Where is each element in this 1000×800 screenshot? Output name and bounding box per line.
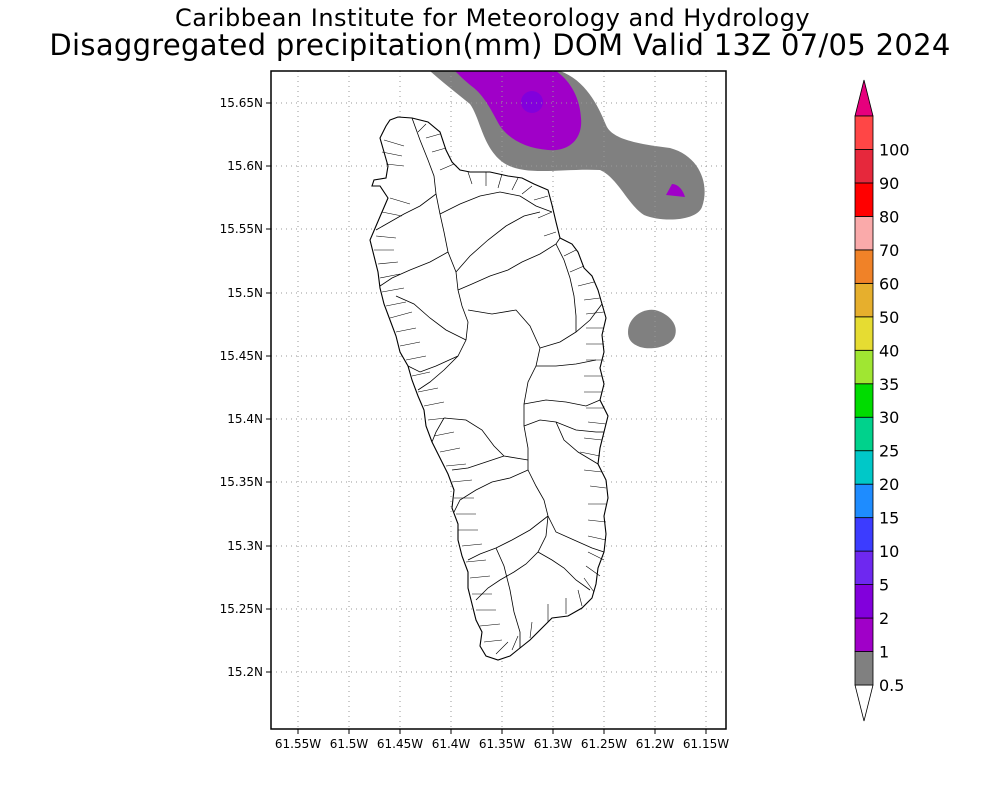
colorbar-label: 70	[879, 241, 899, 260]
lon-label: 61.55W	[275, 737, 321, 751]
lon-label: 61.5W	[330, 737, 369, 751]
colorbar-label: 2	[879, 609, 889, 628]
precip-region-purple-north	[455, 71, 582, 151]
colorbar-swatch	[854, 249, 874, 284]
colorbar-label: 40	[879, 341, 899, 360]
colorbar-swatch	[854, 349, 874, 385]
lat-label: 15.25N	[220, 602, 263, 616]
lon-label: 61.45W	[377, 737, 423, 751]
colorbar-label: 1	[879, 643, 889, 662]
lat-label: 15.45N	[220, 349, 263, 363]
colorbar-swatch	[854, 316, 874, 351]
colorbar-swatch	[854, 584, 874, 619]
colorbar-label: 10	[879, 542, 899, 561]
colorbar-label: 5	[879, 576, 889, 595]
lon-label: 61.25W	[581, 737, 627, 751]
colorbar-label: 90	[879, 174, 899, 193]
longitude-labels: 61.55W 61.5W 61.45W 61.4W 61.35W 61.3W 6…	[275, 737, 729, 751]
colorbar-swatch	[854, 416, 874, 452]
colorbar-swatch	[854, 115, 874, 150]
colorbar-label: 50	[879, 308, 899, 327]
colorbar-swatch	[854, 282, 874, 318]
colorbar-swatch	[854, 383, 874, 418]
colorbar-label: 15	[879, 509, 899, 528]
lat-label: 15.35N	[220, 475, 263, 489]
colorbar-label: 25	[879, 442, 899, 461]
colorbar-swatch	[854, 550, 874, 585]
colorbar-label: 0.5	[879, 676, 904, 695]
watershed-lines	[375, 117, 605, 648]
colorbar-swatch	[854, 182, 874, 217]
product-title: Disaggregated precipitation(mm) DOM Vali…	[49, 28, 951, 62]
colorbar-label: 80	[879, 207, 899, 226]
colorbar-label: 30	[879, 408, 899, 427]
precip-region-purple-east	[666, 184, 685, 197]
island-outline	[369, 116, 609, 661]
latitude-labels: 15.65N 15.6N 15.55N 15.5N 15.45N 15.4N 1…	[220, 96, 263, 679]
colorbar-swatch	[854, 450, 874, 485]
axis-tick-marks	[266, 102, 707, 734]
lon-label: 61.4W	[432, 737, 471, 751]
colorbar-swatch	[854, 617, 874, 652]
lat-label: 15.55N	[220, 222, 263, 236]
lat-label: 15.2N	[227, 665, 263, 679]
precip-region-gray-east	[628, 309, 676, 349]
precip-region-violet-spot	[521, 91, 543, 113]
colorbar-label: 60	[879, 274, 899, 293]
lon-label: 61.3W	[534, 737, 573, 751]
coastal-streams	[374, 123, 607, 655]
colorbar-swatch	[854, 483, 874, 519]
colorbar-bottom-arrow	[854, 684, 874, 722]
lon-label: 61.2W	[636, 737, 675, 751]
institution-title: Caribbean Institute for Meteorology and …	[174, 4, 811, 32]
colorbar-swatch	[854, 651, 874, 686]
colorbar-swatch	[854, 517, 874, 552]
colorbar-top-arrow	[854, 79, 874, 117]
lon-label: 61.15W	[683, 737, 729, 751]
lat-label: 15.5N	[227, 286, 263, 300]
lat-label: 15.6N	[227, 159, 263, 173]
colorbar-label: 100	[879, 140, 910, 159]
map-grid	[271, 71, 726, 729]
map-border	[270, 70, 727, 730]
colorbar-swatch	[854, 216, 874, 251]
colorbar-swatch	[854, 149, 874, 184]
lat-label: 15.65N	[220, 96, 263, 110]
map-content	[271, 71, 726, 729]
colorbar-label: 20	[879, 475, 899, 494]
lat-label: 15.4N	[227, 412, 263, 426]
colorbar-label: 35	[879, 375, 899, 394]
lon-label: 61.35W	[479, 737, 525, 751]
lat-label: 15.3N	[227, 539, 263, 553]
